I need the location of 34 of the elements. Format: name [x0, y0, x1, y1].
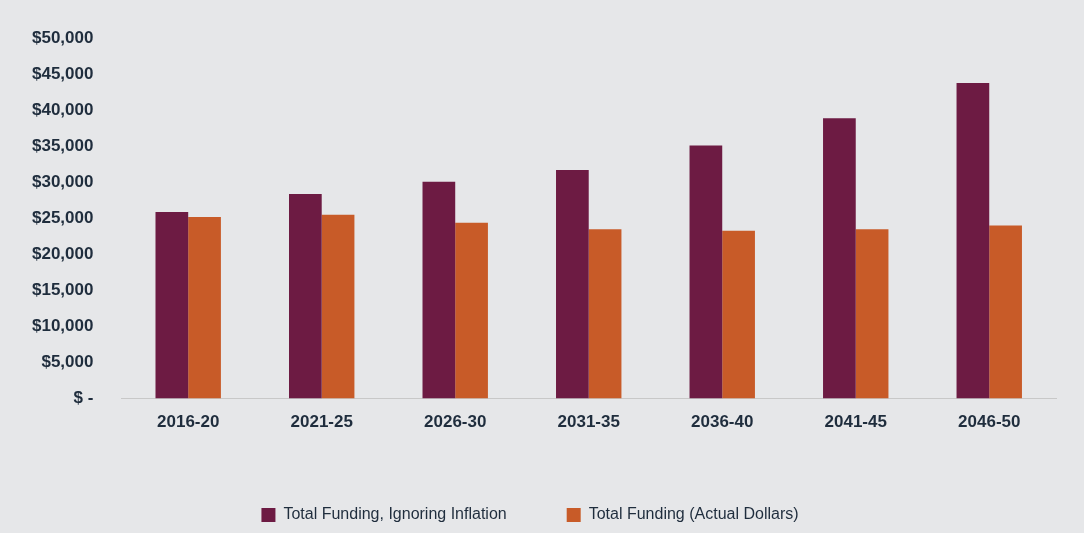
y-tick-label: $50,000 — [32, 27, 94, 47]
y-tick-label: $10,000 — [32, 316, 94, 336]
legend-label: Total Funding (Actual Dollars) — [588, 505, 799, 523]
bar — [588, 229, 622, 399]
y-tick-label: $40,000 — [32, 99, 94, 119]
bar — [422, 181, 456, 399]
bar — [855, 229, 889, 399]
y-tick-label: $35,000 — [32, 136, 94, 156]
bar — [689, 145, 723, 399]
bar — [556, 170, 589, 399]
x-tick-label: 2031-35 — [557, 412, 620, 432]
bar — [289, 193, 322, 399]
bar — [321, 214, 355, 399]
x-tick-label: 2036-40 — [691, 412, 754, 432]
bar — [823, 118, 856, 399]
bar — [722, 230, 755, 399]
bar — [188, 216, 221, 399]
y-tick-label: $15,000 — [32, 280, 94, 300]
y-tick-label: $20,000 — [32, 244, 94, 264]
bar — [989, 225, 1022, 399]
x-tick-label: 2016-20 — [157, 412, 220, 432]
bar — [956, 82, 990, 399]
y-tick-label: $30,000 — [32, 172, 94, 192]
y-tick-label: $ - — [73, 388, 94, 408]
y-tick-label: $25,000 — [32, 208, 94, 228]
y-tick-label: $5,000 — [41, 352, 94, 372]
bar — [455, 222, 488, 399]
bar — [155, 211, 189, 399]
x-tick-label: 2046-50 — [958, 412, 1021, 432]
x-tick-label: 2021-25 — [290, 412, 353, 432]
x-tick-label: 2026-30 — [424, 412, 487, 432]
legend-label: Total Funding, Ignoring Inflation — [283, 505, 507, 523]
y-tick-label: $45,000 — [32, 63, 94, 83]
x-tick-label: 2041-45 — [824, 412, 887, 432]
